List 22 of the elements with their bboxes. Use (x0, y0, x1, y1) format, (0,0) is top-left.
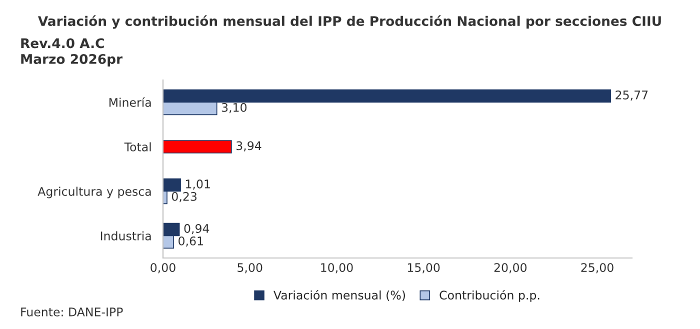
data-label: 1,01 (186, 180, 210, 190)
data-label: 25,77 (616, 90, 648, 101)
data-label: 3,94 (236, 141, 262, 152)
legend-label: Variación mensual (%) (274, 290, 405, 301)
data-label: 0,94 (184, 224, 210, 234)
x-tick-label: 15,00 (408, 263, 440, 274)
legend-label: Contribución p.p. (440, 290, 540, 302)
x-tick-label: 25,00 (581, 263, 614, 274)
y-tick-label: Industria (100, 231, 151, 240)
data-label: 3,10 (222, 102, 247, 114)
data-label: 0,23 (172, 192, 196, 202)
y-tick-label: Minería (109, 97, 151, 107)
x-tick-label: 0,00 (150, 263, 176, 274)
y-tick-label: Total (124, 142, 151, 152)
x-tick-label: 10,00 (321, 263, 353, 274)
data-label: 0,61 (178, 236, 203, 247)
y-tick-label: Agricultura y pesca (38, 186, 151, 198)
chart-title: Variación y contribución mensual del IPP de Producción Nacional por secciones CIIU (38, 15, 661, 29)
x-tick-label: 20,00 (494, 263, 527, 274)
chart-subtitle: Rev.4.0 A.C Marzo 2026pr (21, 38, 123, 67)
x-tick-label: 5,00 (238, 263, 262, 274)
source-note: Fuente: DANE-IPP (21, 308, 123, 316)
